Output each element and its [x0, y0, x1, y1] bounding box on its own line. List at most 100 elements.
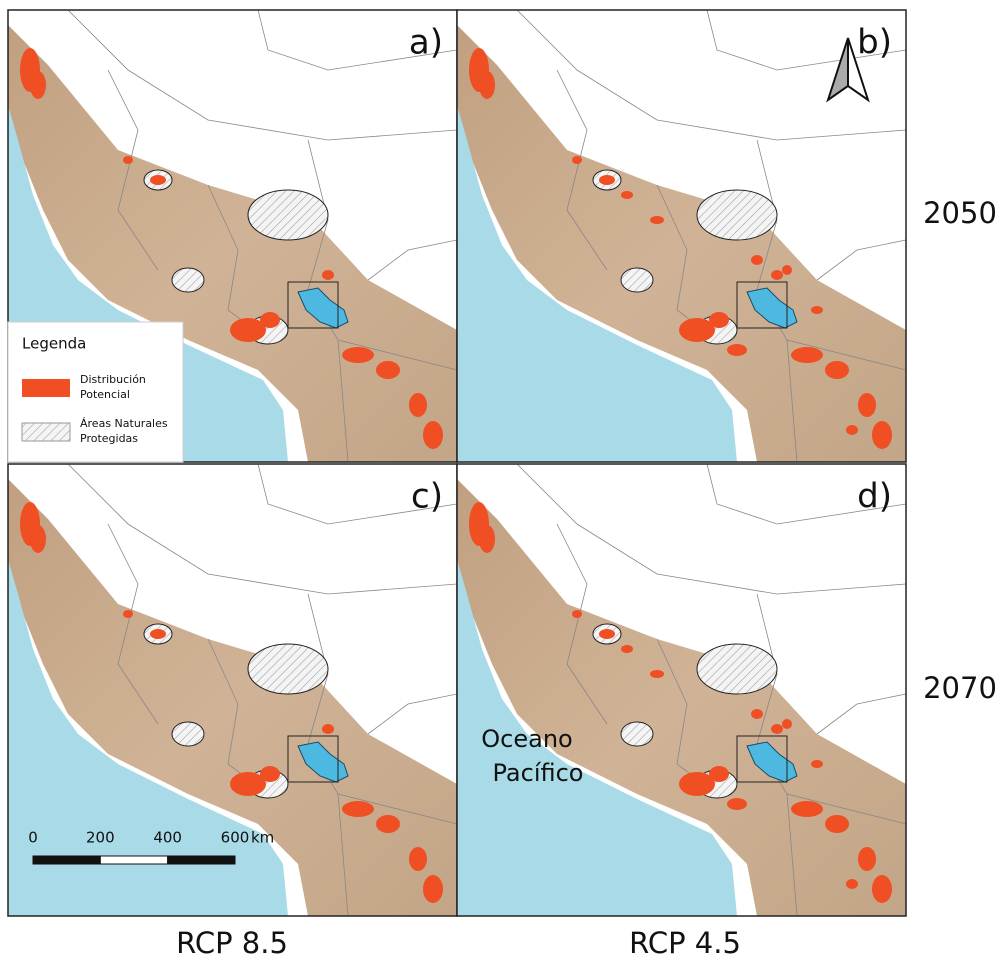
distribution	[872, 875, 892, 903]
panel-label: a)	[409, 23, 443, 63]
scale-tick-label: 0	[28, 829, 38, 847]
boundary	[367, 693, 457, 735]
distribution	[782, 265, 792, 275]
boundary	[337, 793, 349, 916]
distribution	[709, 312, 729, 328]
study-box	[736, 735, 788, 783]
distribution	[846, 879, 858, 889]
map-content	[457, 10, 906, 462]
lake	[746, 741, 798, 783]
distribution	[846, 425, 858, 435]
distribution	[825, 815, 849, 833]
distribution	[811, 760, 823, 768]
boundary	[107, 69, 159, 271]
distribution	[572, 156, 582, 164]
legend-label: Áreas Naturales	[80, 417, 168, 430]
distribution	[650, 216, 664, 224]
map-panel: c)	[7, 463, 458, 917]
scale-unit: km	[251, 829, 274, 847]
distribution	[858, 847, 876, 871]
panel-label: c)	[411, 477, 443, 517]
distribution	[771, 724, 783, 734]
panel-frame	[456, 9, 907, 463]
distribution	[727, 344, 747, 356]
boundary	[816, 693, 906, 735]
legend-label: Potencial	[80, 388, 130, 401]
scale-tick-label: 600	[221, 829, 250, 847]
protected-area	[247, 189, 329, 241]
distribution	[342, 801, 374, 817]
ocean	[8, 559, 288, 916]
scale-tick-label: 400	[153, 829, 182, 847]
boundary	[516, 464, 906, 595]
legend-label: Protegidas	[80, 432, 138, 445]
distribution	[709, 766, 729, 782]
distribution	[150, 629, 166, 639]
protected-area	[696, 643, 778, 695]
distribution	[150, 175, 166, 185]
panel-label: d)	[857, 477, 892, 517]
distribution	[572, 610, 582, 618]
distribution	[230, 318, 266, 342]
boundary	[556, 69, 608, 271]
distribution	[872, 421, 892, 449]
distribution	[751, 709, 763, 719]
study-box	[287, 281, 339, 329]
distribution	[479, 525, 495, 553]
map-panel: d)	[456, 463, 907, 917]
panel-label: b)	[857, 23, 892, 63]
protected-area	[247, 643, 329, 695]
row-label: 2070	[923, 671, 997, 705]
legend-title: Legenda	[22, 335, 86, 353]
distribution	[322, 270, 334, 280]
distribution	[30, 71, 46, 99]
boundary	[786, 793, 798, 916]
distribution	[751, 255, 763, 265]
ocean-label: Pacífico	[493, 759, 584, 787]
boundary	[786, 339, 798, 462]
protected-area	[696, 189, 778, 241]
distribution	[342, 347, 374, 363]
distribution	[230, 772, 266, 796]
map-content	[457, 464, 906, 916]
boundary	[67, 464, 457, 595]
distribution	[782, 719, 792, 729]
north-arrow	[826, 37, 870, 103]
distribution	[621, 191, 633, 199]
study-box	[736, 281, 788, 329]
study-box	[287, 735, 339, 783]
boundary	[67, 10, 457, 141]
ocean	[457, 559, 737, 916]
protected-area	[620, 721, 654, 747]
legend-swatch	[22, 379, 70, 397]
scale-tick-label: 200	[86, 829, 115, 847]
distribution	[621, 645, 633, 653]
distribution	[599, 629, 615, 639]
ocean	[457, 105, 737, 462]
legend-label: Distribución	[80, 373, 146, 386]
map-panel: b)	[456, 9, 907, 463]
distribution	[727, 798, 747, 810]
row-label: 2050	[923, 196, 997, 230]
column-label: RCP 8.5	[176, 926, 288, 960]
scale-segment	[99, 855, 169, 865]
protected-area	[620, 267, 654, 293]
panel-frame	[456, 463, 907, 917]
distribution	[123, 610, 133, 618]
boundary	[257, 10, 457, 71]
distribution	[858, 393, 876, 417]
distribution	[376, 361, 400, 379]
boundary	[516, 10, 906, 141]
boundary	[816, 239, 906, 281]
distribution	[679, 318, 715, 342]
scale-bar: 0 200 400 600 km	[28, 829, 274, 865]
boundary	[337, 339, 349, 462]
boundary	[107, 523, 159, 725]
distribution	[650, 670, 664, 678]
boundary	[257, 464, 457, 525]
ocean-label: Oceano	[481, 725, 572, 753]
north-arrow-right	[847, 37, 870, 103]
boundary	[556, 523, 608, 725]
distribution	[423, 421, 443, 449]
